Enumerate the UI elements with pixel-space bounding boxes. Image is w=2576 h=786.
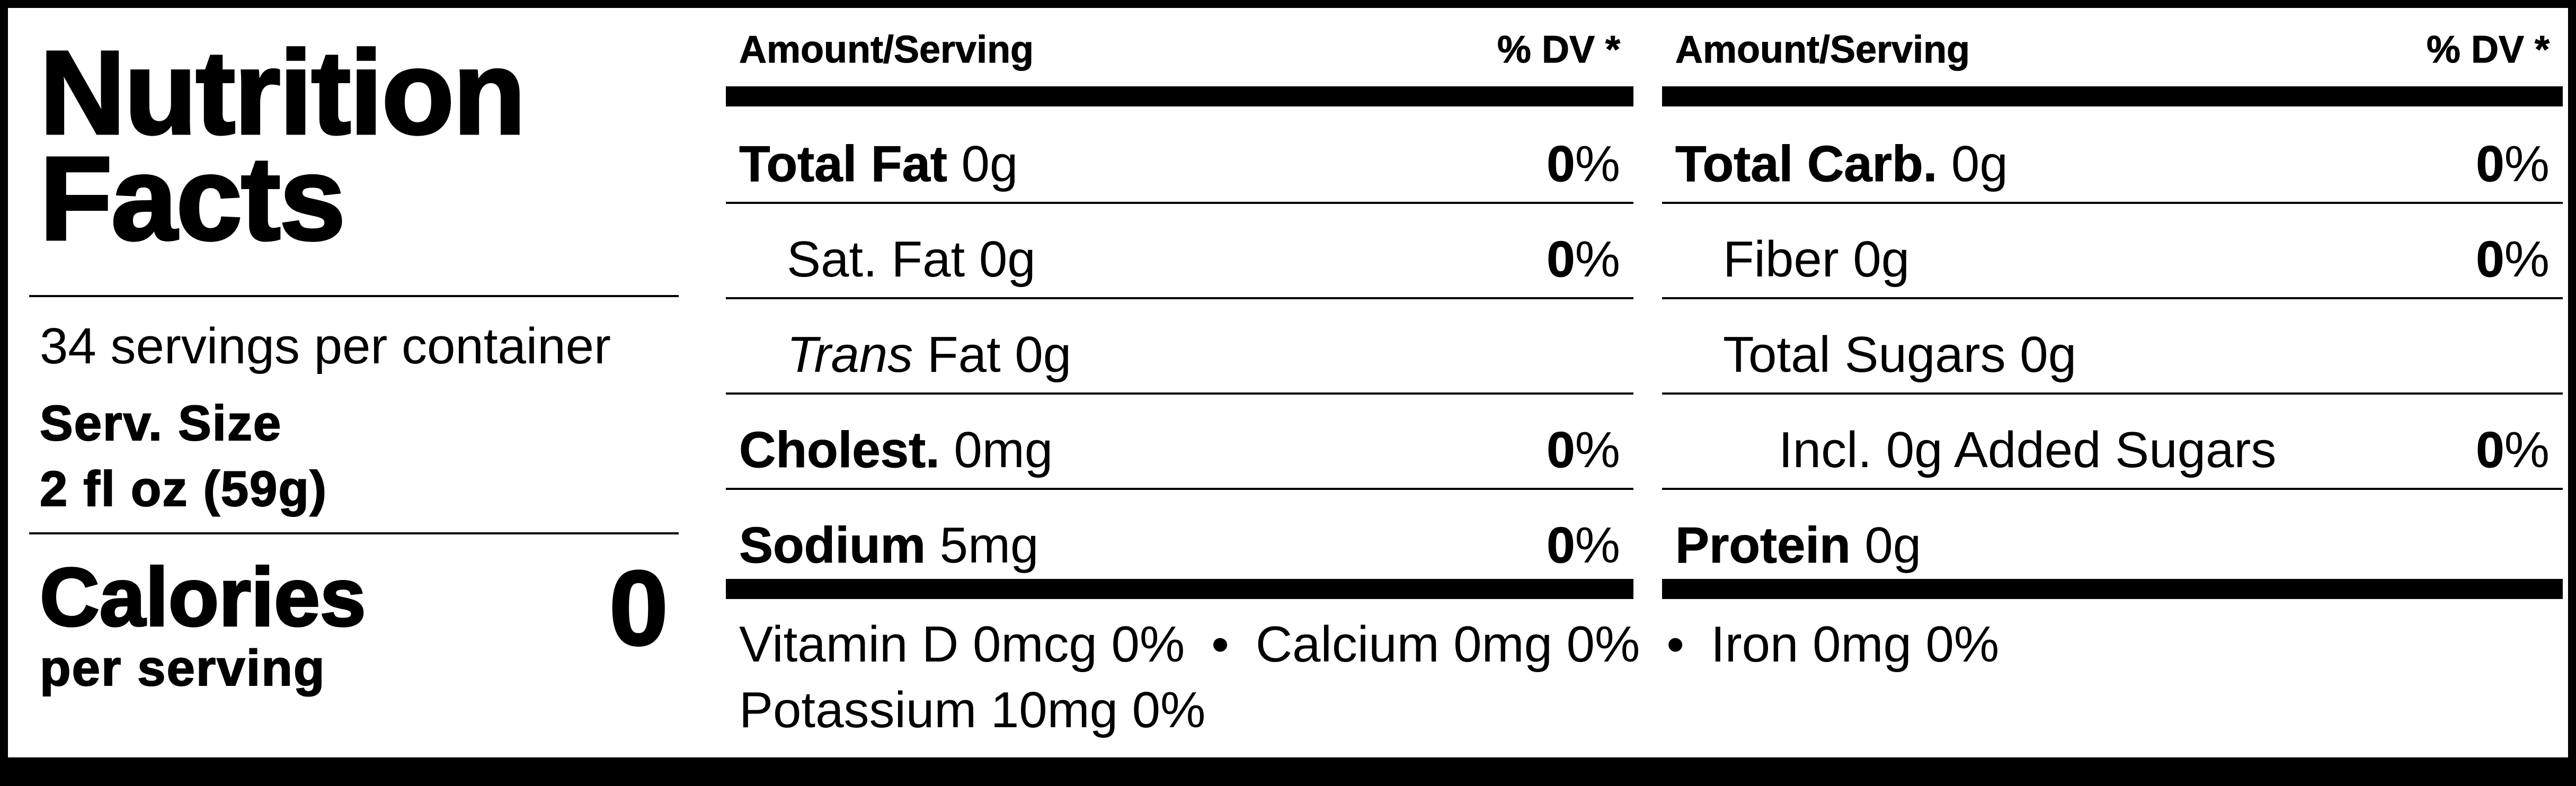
nutrient-row-added-sugars: Incl. 0g Added Sugars 0% xyxy=(1662,395,2563,490)
nutrition-facts-label: Nutrition Facts 34 servings per containe… xyxy=(8,8,2568,757)
nutrient-row-sat-fat: Sat. Fat 0g 0% xyxy=(726,204,1633,299)
nutrient-name: Total Sugars 0g xyxy=(1723,326,2077,383)
nutrient-row-trans-fat: Trans Fat 0g xyxy=(726,299,1633,395)
dv-unit: % xyxy=(1575,517,1620,574)
dv-unit: % xyxy=(2504,231,2550,288)
nutrient-row-total-fat: Total Fat 0g 0% xyxy=(726,109,1633,204)
nutrient-row-fiber: Fiber 0g 0% xyxy=(1662,204,2563,299)
title-line-2: Facts xyxy=(38,132,347,265)
dv-value: 0 xyxy=(1547,136,1575,193)
row-divider xyxy=(1662,392,2563,395)
row-divider xyxy=(726,202,1633,204)
title-line-1: Nutrition xyxy=(38,26,527,159)
dv-unit: % xyxy=(1575,422,1620,478)
nutrient-row-sodium: Sodium 5mg 0% xyxy=(726,490,1633,583)
nutrient-name-italic: Trans xyxy=(787,326,913,383)
nutrient-row-cholesterol: Cholest. 0mg 0% xyxy=(726,395,1633,490)
label-title: Nutrition Facts xyxy=(38,32,527,260)
thick-divider xyxy=(726,86,1633,106)
nutrient-name: Sodium xyxy=(739,517,926,574)
separator-dot: • xyxy=(1211,616,1229,673)
nutrient-amount: 0g xyxy=(1850,517,1922,574)
nutrient-amount: 5mg xyxy=(925,517,1039,574)
nutrient-row-total-carb: Total Carb. 0g 0% xyxy=(1662,109,2563,204)
dv-value: 0 xyxy=(1547,517,1575,574)
row-divider xyxy=(726,297,1633,299)
calcium: Calcium 0mg 0% xyxy=(1255,616,1640,673)
per-serving-label: per serving xyxy=(39,639,326,697)
column-header: Amount/Serving % DV * xyxy=(726,24,1633,72)
nutrient-row-total-sugars: Total Sugars 0g xyxy=(1662,299,2563,395)
dv-unit: % xyxy=(1575,231,1620,288)
divider xyxy=(29,532,679,534)
iron: Iron 0mg 0% xyxy=(1711,616,2000,673)
serving-size-label: Serv. Size xyxy=(39,395,282,451)
nutrient-amount: 0mg xyxy=(939,422,1053,478)
amount-serving-header: Amount/Serving xyxy=(739,29,1034,72)
servings-per-container: 34 servings per container xyxy=(40,318,611,374)
dv-unit: % xyxy=(1575,136,1620,192)
nutrient-row-protein: Protein 0g xyxy=(1662,490,2563,583)
dv-value: 0 xyxy=(1547,231,1575,288)
row-divider xyxy=(1662,488,2563,490)
nutrient-column-right: Amount/Serving % DV * Total Carb. 0g 0 % … xyxy=(1662,8,2563,599)
amount-serving-header: Amount/Serving xyxy=(1675,29,1970,72)
column-header: Amount/Serving % DV * xyxy=(1662,24,2563,72)
nutrient-name: Fiber 0g xyxy=(1723,231,1910,288)
dv-value: 0 xyxy=(2476,231,2504,288)
nutrient-amount: Fat 0g xyxy=(913,326,1072,383)
nutrient-name: Incl. 0g Added Sugars xyxy=(1779,422,2277,478)
dv-unit: % xyxy=(2504,136,2550,192)
nutrient-name: Sat. Fat 0g xyxy=(787,231,1036,288)
calories-label: Calories xyxy=(39,551,367,644)
divider xyxy=(29,295,679,297)
row-divider xyxy=(1662,297,2563,299)
vitamins-minerals: Vitamin D 0mcg 0% • Calcium 0mg 0% • Iron 0m… xyxy=(739,612,1999,743)
daily-value-header: % DV * xyxy=(1497,29,1620,72)
row-divider xyxy=(726,488,1633,490)
dv-value: 0 xyxy=(2476,422,2504,479)
nutrient-amount: 0g xyxy=(947,136,1018,192)
dv-unit: % xyxy=(2504,422,2550,478)
nutrient-name: Total Carb. xyxy=(1675,136,1938,193)
label-left-panel: Nutrition Facts 34 servings per containe… xyxy=(29,8,679,757)
dv-value: 0 xyxy=(2476,136,2504,193)
row-divider xyxy=(1662,202,2563,204)
thick-divider xyxy=(726,579,1633,599)
thick-divider xyxy=(1662,579,2563,599)
nutrient-amount: 0g xyxy=(1937,136,2008,192)
nutrient-name: Total Fat xyxy=(739,136,948,193)
thick-divider xyxy=(1662,86,2563,106)
separator-dot: • xyxy=(1666,616,1685,673)
serving-size-value: 2 fl oz (59g) xyxy=(39,460,328,517)
row-divider xyxy=(726,392,1633,395)
daily-value-header: % DV * xyxy=(2426,29,2550,72)
serving-size: Serv. Size 2 fl oz (59g) xyxy=(39,390,328,522)
calories-value: 0 xyxy=(608,549,669,667)
vitamin-d: Vitamin D 0mcg 0% xyxy=(739,616,1185,673)
nutrient-column-left: Amount/Serving % DV * Total Fat 0g 0% Sa… xyxy=(726,8,1633,599)
nutrient-name: Protein xyxy=(1675,517,1851,574)
dv-value: 0 xyxy=(1547,422,1575,479)
nutrient-name: Cholest. xyxy=(739,422,940,479)
potassium: Potassium 10mg 0% xyxy=(739,682,1206,738)
